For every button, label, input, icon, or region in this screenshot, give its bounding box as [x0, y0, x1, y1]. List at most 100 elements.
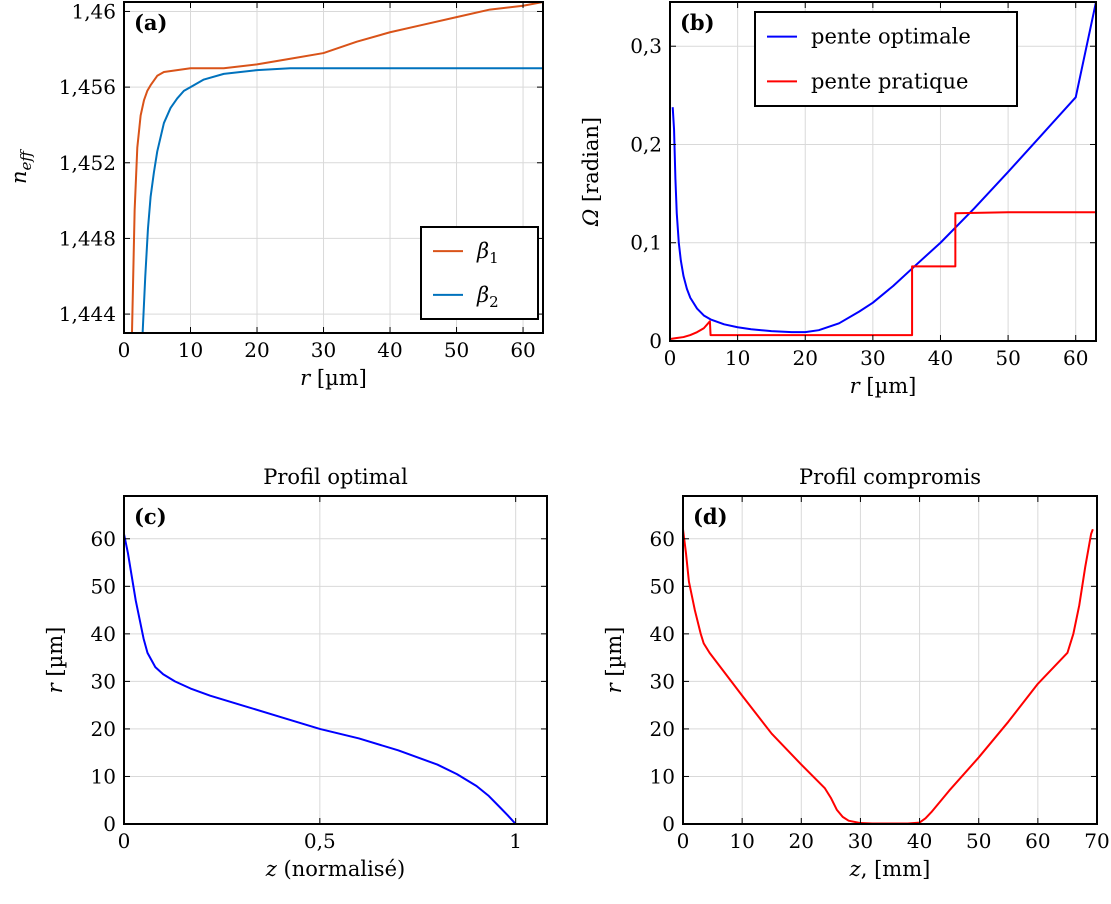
y-tick-label: 0 [662, 812, 675, 836]
y-tick-label: 20 [650, 717, 675, 741]
x-tick-label: 40 [377, 338, 402, 362]
y-tick-label: 1,46 [71, 0, 116, 23]
series-line-a-1 [130, 2, 543, 333]
y-tick-label: 50 [650, 574, 675, 598]
y-axis-variable: r [602, 681, 626, 693]
y-axis-label: r [µm] [43, 627, 67, 694]
y-axis-label: r [µm] [602, 627, 626, 694]
y-axis-variable: r [43, 681, 67, 693]
chart-title: Profil compromis [799, 465, 981, 489]
x-tick-label: 20 [789, 829, 814, 853]
x-tick-label: 50 [444, 338, 469, 362]
plot-area [124, 496, 547, 824]
x-tick-label: 0 [664, 346, 677, 370]
x-axis-variable: z [265, 857, 278, 881]
legend-name: β [476, 283, 489, 307]
x-tick-label: 60 [1025, 829, 1050, 853]
legend-label-1: β1 [476, 239, 499, 267]
legend-label-2: β2 [476, 283, 499, 311]
chart-title: Profil optimal [263, 465, 408, 489]
x-tick-label: 20 [793, 346, 818, 370]
series-line-b-1 [671, 2, 1096, 334]
y-tick-label: 40 [650, 622, 675, 646]
y-axis-subscript: eff [17, 149, 35, 171]
y-tick-label: 0 [103, 812, 116, 836]
plot-frame [682, 495, 1098, 825]
panel-a: 0 10 20 30 40 50 60 1,444 1,448 1,452 1,456 1,46 r [… [7, 0, 544, 390]
panel-d: 0 10 20 30 40 50 60 70 0 10 20 30 40 50 60 z, [mm] r [µm… [602, 465, 1110, 881]
panel-label: (a) [134, 10, 167, 35]
y-tick-label: 1,456 [59, 75, 116, 99]
x-axis-variable: r [300, 366, 312, 390]
x-axis-variable: z [849, 857, 862, 881]
x-tick-label: 30 [848, 829, 873, 853]
x-tick-label: 30 [860, 346, 885, 370]
x-axis-unit: (normalisé) [277, 857, 405, 881]
plot-frame [123, 1, 544, 334]
x-tick-label: 20 [244, 338, 269, 362]
legend-subscript: 2 [489, 293, 499, 311]
legend-box [754, 11, 1018, 107]
x-axis-label: z, [mm] [849, 857, 931, 881]
x-axis-unit: [µm] [860, 374, 917, 398]
legend-name: pente optimale [811, 25, 971, 49]
y-axis-label: neff [7, 149, 35, 184]
y-tick-label: 0,1 [630, 231, 662, 255]
legend-name: β [476, 239, 489, 263]
y-tick-label: 1,452 [59, 151, 116, 175]
x-tick-label: 70 [1084, 829, 1109, 853]
x-tick-label: 10 [729, 829, 754, 853]
panel-label: (d) [693, 504, 728, 529]
y-tick-label: 10 [650, 764, 675, 788]
x-tick-label: 30 [311, 338, 336, 362]
y-tick-label: 60 [91, 527, 116, 551]
plot-area [683, 496, 1097, 824]
x-tick-label: 10 [178, 338, 203, 362]
y-tick-label: 30 [91, 669, 116, 693]
y-tick-label: 20 [91, 717, 116, 741]
y-tick-label: 1,448 [59, 226, 116, 250]
plot-frame [123, 495, 548, 825]
y-tick-label: 50 [91, 574, 116, 598]
panel-label: (c) [134, 504, 167, 529]
x-axis-variable: r [850, 374, 862, 398]
x-tick-label: 50 [966, 829, 991, 853]
y-tick-label: 0 [649, 329, 662, 353]
x-tick-label: 50 [995, 346, 1020, 370]
panel-label: (b) [680, 10, 715, 35]
x-tick-label: 60 [1063, 346, 1088, 370]
x-tick-label: 1 [509, 829, 522, 853]
x-axis-unit: , [mm] [861, 857, 931, 881]
legend-label-1: pente optimale [811, 25, 971, 49]
x-axis-label: z (normalisé) [265, 857, 405, 881]
y-axis-unit: [radian] [579, 117, 603, 209]
y-tick-label: 0,3 [630, 34, 662, 58]
y-tick-label: 60 [650, 527, 675, 551]
y-axis-unit: [µm] [602, 627, 626, 684]
series-line-c-1 [124, 533, 517, 824]
x-tick-label: 0 [677, 829, 690, 853]
y-tick-label: 0,2 [630, 132, 662, 156]
x-tick-label: 10 [725, 346, 750, 370]
x-tick-label: 40 [928, 346, 953, 370]
x-axis-label: r [µm] [300, 366, 367, 390]
x-axis-label: r [µm] [850, 374, 917, 398]
x-tick-label: 0 [118, 829, 131, 853]
legend: pente optimale pente pratique [754, 11, 1018, 107]
y-tick-label: 30 [650, 669, 675, 693]
y-axis-variable: n [7, 170, 31, 184]
plot-frame [669, 1, 1097, 342]
y-axis-variable: Ω [579, 209, 603, 227]
x-tick-label: 60 [510, 338, 535, 362]
y-tick-label: 1,444 [59, 302, 116, 326]
panel-b: 0 10 20 30 40 50 60 0 0,1 0,2 0,3 r [µm] Ω [radian] (… [579, 1, 1097, 398]
legend-subscript: 1 [489, 249, 499, 267]
y-tick-label: 10 [91, 764, 116, 788]
series-line-a-2 [141, 67, 543, 333]
y-axis-label: Ω [radian] [579, 117, 603, 227]
legend-box [420, 226, 539, 320]
y-axis-unit: [µm] [43, 627, 67, 684]
